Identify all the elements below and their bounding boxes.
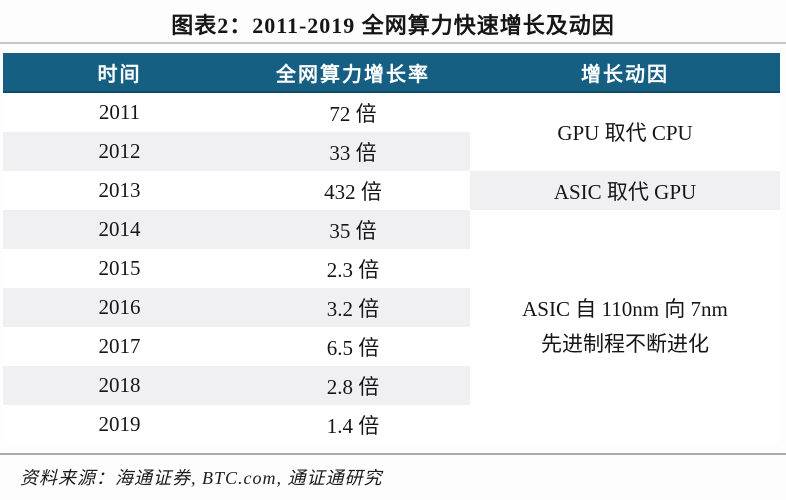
figure-title: 图表2：2011-2019 全网算力快速增长及动因	[171, 13, 615, 38]
cell-year-2012: 2012	[3, 132, 236, 171]
header-time: 时间	[3, 53, 236, 93]
cell-growth-2013: 432 倍	[236, 171, 470, 210]
cell-year-2018: 2018	[3, 366, 236, 405]
table-row-2016: 2016 3.2 倍	[3, 288, 780, 327]
table-row-2019: 2019 1.4 倍	[3, 405, 780, 444]
driver-line-2: 先进制程不断进化	[541, 332, 709, 356]
bottom-divider	[0, 453, 786, 455]
cell-year-2016: 2016	[3, 288, 236, 327]
cell-year-2013: 2013	[3, 171, 236, 210]
table-header-row: 时间 全网算力增长率 增长动因	[3, 53, 780, 93]
cell-year-2011: 2011	[3, 92, 236, 132]
cell-year-2014: 2014	[3, 210, 236, 249]
cell-growth-2014: 35 倍	[236, 210, 470, 249]
table-row-2014: 2014 35 倍 ASIC 自 110nm 向 7nm 先进制程不断进化	[3, 210, 780, 444]
cell-growth-2017: 6.5 倍	[236, 327, 470, 366]
table-row-2013: 2013 432 倍 ASIC 取代 GPU	[3, 171, 780, 210]
cell-driver-gpu-replaces-cpu: GPU 取代 CPU	[470, 92, 780, 171]
cell-growth-2011: 72 倍	[236, 92, 470, 132]
cell-driver-asic-process-evolution: ASIC 自 110nm 向 7nm 先进制程不断进化	[470, 210, 780, 444]
header-growth-driver: 增长动因	[470, 53, 780, 93]
cell-growth-2018: 2.8 倍	[236, 366, 470, 405]
driver-line-1: ASIC 自 110nm 向 7nm	[522, 297, 728, 321]
cell-year-2015: 2015	[3, 249, 236, 288]
header-growth-rate: 全网算力增长率	[236, 53, 470, 93]
cell-growth-2012: 33 倍	[236, 132, 470, 171]
cell-growth-2015: 2.3 倍	[236, 249, 470, 288]
table-row-2018: 2018 2.8 倍	[3, 366, 780, 405]
table-row-2015: 2015 2.3 倍	[3, 249, 780, 288]
top-divider	[0, 42, 786, 44]
cell-year-2019: 2019	[3, 405, 236, 444]
hashrate-growth-table: 时间 全网算力增长率 增长动因 2011 72 倍 GPU 取代 CPU 201…	[3, 53, 780, 444]
table-row-2012: 2012 33 倍	[3, 132, 780, 171]
cell-driver-asic-replaces-gpu: ASIC 取代 GPU	[470, 171, 780, 210]
cell-growth-2019: 1.4 倍	[236, 405, 470, 444]
cell-year-2017: 2017	[3, 327, 236, 366]
table-row-2011: 2011 72 倍 GPU 取代 CPU	[3, 92, 780, 171]
cell-growth-2016: 3.2 倍	[236, 288, 470, 327]
source-note: 资料来源：海通证券, BTC.com, 通证通研究	[20, 468, 383, 488]
table-row-2017: 2017 6.5 倍	[3, 327, 780, 366]
